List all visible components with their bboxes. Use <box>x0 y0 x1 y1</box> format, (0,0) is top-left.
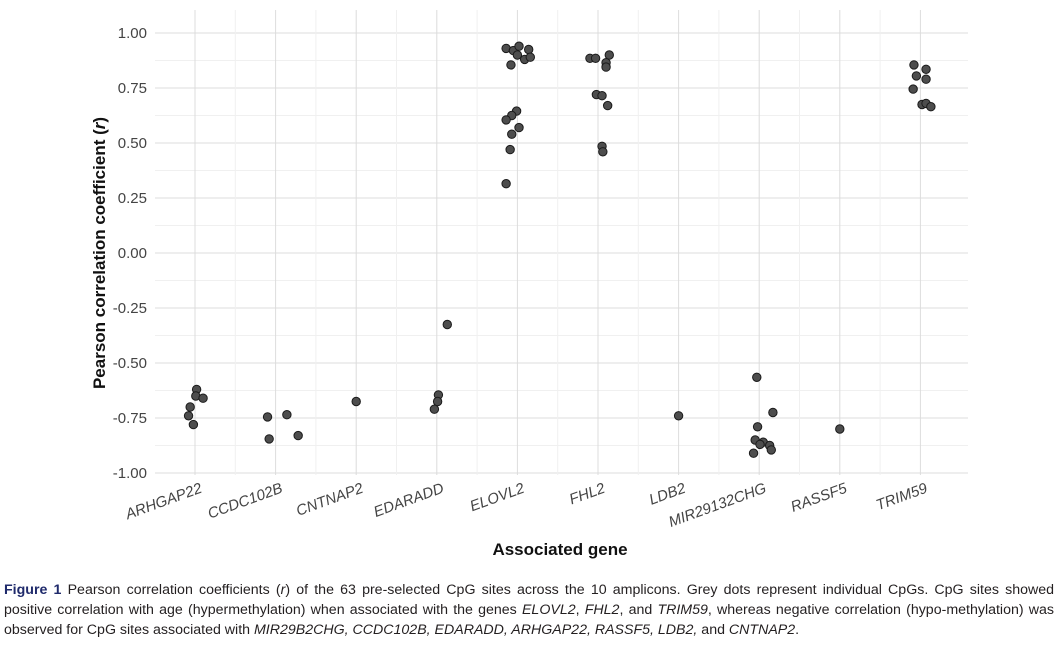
cpg-point <box>432 396 443 407</box>
cpg-point <box>748 448 759 458</box>
x-tick-label: EDARADD <box>371 480 446 521</box>
x-tick-label: CCDC102B <box>206 480 285 523</box>
caption-label: Figure 1 <box>4 582 62 598</box>
y-tick-label: 1.00 <box>118 25 147 42</box>
cpg-point <box>514 122 524 133</box>
caption-sep-2: , and <box>619 602 658 618</box>
cpg-point <box>921 74 931 84</box>
cpg-point <box>523 44 534 55</box>
cpg-point <box>507 129 517 139</box>
y-axis-title-variable: r <box>90 121 109 129</box>
caption-text-1: Pearson correlation coefficients ( <box>61 582 281 598</box>
cpg-point <box>501 115 511 125</box>
cpg-point <box>908 84 918 94</box>
y-tick-label: -0.50 <box>113 355 147 372</box>
cpg-point <box>604 50 614 60</box>
caption-negative-genes: MIR29B2CHG, CCDC102B, EDARADD, ARHGAP22,… <box>253 622 698 638</box>
caption-gene-elovl2: ELOVL2 <box>521 602 576 618</box>
y-axis-title-prefix: Pearson correlation coefficient ( <box>90 129 109 389</box>
cpg-point <box>262 412 273 422</box>
scatter-chart: 1.00 0.75 0.50 0.25 0.00 -0.25 -0.50 -0.75 -1.00… <box>90 10 968 559</box>
caption-gene-fhl2: FHL2 <box>584 602 620 618</box>
cpg-point <box>673 411 684 421</box>
cpg-point <box>293 430 303 441</box>
cpg-point <box>752 372 762 382</box>
cpg-point <box>525 52 535 62</box>
x-tick-label: ARHGAP22 <box>122 480 205 524</box>
cpg-point <box>505 144 515 155</box>
caption-gene-trim59: TRIM59 <box>657 602 708 618</box>
cpg-point <box>429 404 440 414</box>
x-tick-label: ELOVL2 <box>468 480 528 516</box>
cpg-point <box>512 50 523 60</box>
cpg-point <box>185 402 195 412</box>
y-tick-label: 0.00 <box>118 245 147 262</box>
cpg-point <box>752 422 763 432</box>
cpg-point <box>282 410 292 420</box>
cpg-point <box>501 179 511 189</box>
cpg-point <box>514 41 524 51</box>
caption-sep-1: , <box>575 602 585 618</box>
x-tick-label: CNTNAP2 <box>294 480 366 520</box>
y-tick-label: 0.75 <box>118 80 147 97</box>
y-tick-label: 0.25 <box>118 190 147 207</box>
y-axis-title: Pearson correlation coefficient (r) <box>90 117 109 389</box>
cpg-point <box>601 62 611 72</box>
cpg-point <box>911 71 922 81</box>
cpg-point <box>921 64 931 75</box>
cpg-point <box>590 53 601 63</box>
y-tick-label: -0.25 <box>113 300 147 317</box>
cpg-point <box>768 407 778 418</box>
cpg-point <box>926 102 936 112</box>
x-tick-label: FHL2 <box>567 480 608 509</box>
y-tick-label: 0.50 <box>118 135 147 152</box>
cpg-point <box>183 411 194 421</box>
caption-variable: r <box>280 582 286 598</box>
cpg-point <box>188 419 199 430</box>
caption-gene-cntnap2: CNTNAP2 <box>728 622 796 638</box>
cpg-point <box>597 91 607 101</box>
grid <box>155 10 968 475</box>
y-tick-label: -0.75 <box>113 410 147 427</box>
figure-caption: Figure 1 Pearson correlation coefficient… <box>4 580 1054 640</box>
cpg-point <box>602 100 613 111</box>
cpg-point <box>909 60 919 70</box>
caption-sep-3: and <box>697 622 729 638</box>
cpg-point <box>264 434 274 444</box>
cpg-point <box>442 319 452 330</box>
y-axis-ticks: 1.00 0.75 0.50 0.25 0.00 -0.25 -0.50 -0.75 -1.00 <box>113 25 147 482</box>
caption-text-3: , whereas negative correlation (hypo-met… <box>4 602 1055 638</box>
x-axis-title: Associated gene <box>492 540 627 559</box>
y-axis-title-suffix: ) <box>90 117 109 123</box>
x-tick-label: RASSF5 <box>789 480 850 516</box>
cpg-point <box>835 424 845 434</box>
cpg-point <box>766 445 776 455</box>
cpg-point <box>351 396 361 407</box>
cpg-point <box>198 393 208 403</box>
cpg-point <box>506 60 516 70</box>
x-axis-ticks: ARHGAP22 CCDC102B CNTNAP2 EDARADD ELOVL2 FHL2… <box>122 480 930 531</box>
x-tick-label: LDB2 <box>647 480 689 509</box>
y-tick-label: -1.00 <box>113 465 147 482</box>
correlation-figure: 1.00 0.75 0.50 0.25 0.00 -0.25 -0.50 -0.75 -1.00… <box>4 10 1054 638</box>
cpg-point <box>755 439 765 450</box>
caption-text-2: ) of the 63 pre-selected CpG sites acros… <box>4 582 1055 618</box>
cpg-point <box>598 147 608 157</box>
caption-end: . <box>795 622 800 638</box>
data-points <box>183 41 936 458</box>
x-tick-label: TRIM59 <box>874 480 931 514</box>
